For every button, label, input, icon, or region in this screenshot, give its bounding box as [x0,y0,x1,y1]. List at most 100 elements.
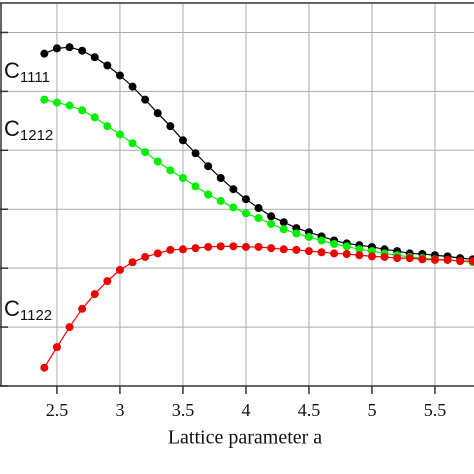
x-tick-label: 5.5 [424,400,447,420]
data-point [355,251,364,260]
series-label: C1111 [4,58,50,86]
data-point [330,249,339,258]
data-point [78,304,87,313]
data-point [229,203,238,212]
data-point [40,49,49,58]
data-point [216,242,225,251]
data-point [204,162,213,171]
x-tick-label: 4.5 [298,400,321,420]
data-point [254,214,263,223]
data-point [267,212,276,221]
x-tick-label: 5 [367,400,376,420]
data-point [166,166,175,175]
series-label-main: C [4,296,20,321]
data-point [153,109,162,118]
data-point [204,190,213,199]
data-point [178,136,187,145]
data-point [204,242,213,251]
data-point [103,61,112,70]
data-point [229,185,238,194]
data-point [405,254,414,263]
data-point [330,239,339,248]
series-label-sub: 1122 [20,307,52,324]
x-tick-label: 3.5 [172,400,195,420]
x-tick-label: 2.5 [46,400,69,420]
data-point [468,257,474,266]
data-point [191,182,200,191]
data-point [317,248,326,257]
data-point [40,95,49,104]
data-point [292,245,301,254]
data-point [90,53,99,62]
series-label-sub: 1111 [20,69,50,86]
data-point [115,71,124,80]
series-label: C1212 [4,116,53,144]
data-point [40,363,49,372]
data-point [267,244,276,253]
x-tick-label: 3 [115,400,124,420]
data-point [279,218,288,227]
data-point [128,82,137,91]
data-point [216,174,225,183]
data-point [254,242,263,251]
data-point [52,98,61,107]
data-point [65,43,74,52]
data-point [317,236,326,245]
data-point [241,195,250,204]
data-point [279,245,288,254]
data-point [342,250,351,259]
data-point [418,255,427,264]
data-point [267,219,276,228]
series-line [43,245,473,369]
data-point [229,242,238,251]
data-point [166,122,175,131]
series-line [44,46,473,260]
data-point [128,139,137,148]
series-label-main: C [4,116,20,141]
series-label-sub: 1212 [20,127,53,144]
data-point [65,323,74,332]
data-point [103,277,112,286]
data-point [279,225,288,234]
data-point [90,290,99,299]
data-point [355,245,364,254]
data-point [254,204,263,213]
data-point [78,46,87,55]
data-point [153,157,162,166]
data-point [103,122,112,131]
data-point [178,174,187,183]
data-point [191,244,200,253]
data-point [456,257,465,266]
data-point [292,229,301,238]
data-point [304,247,313,256]
series-label-main: C [4,58,20,83]
data-point [128,258,137,267]
data-point [380,252,389,261]
data-point [241,242,250,251]
data-point [90,113,99,122]
data-point [78,106,87,115]
data-point [65,101,74,110]
data-point [393,254,402,263]
data-point [141,148,150,157]
data-point [115,130,124,139]
data-point [115,265,124,274]
data-point [52,343,61,352]
data-point [443,255,452,264]
data-point [241,209,250,218]
data-point [430,255,439,264]
data-point [191,149,200,158]
data-point [216,196,225,205]
data-point [178,245,187,254]
x-tick-label: 4 [241,400,250,420]
data-point [166,245,175,254]
series-label: C1122 [4,296,52,324]
data-point [367,252,376,261]
data-point [52,44,61,53]
data-point [141,252,150,261]
data-point [304,232,313,241]
data-point [342,242,351,251]
x-axis-label: Lattice parameter a [168,427,322,449]
data-point [141,95,150,104]
